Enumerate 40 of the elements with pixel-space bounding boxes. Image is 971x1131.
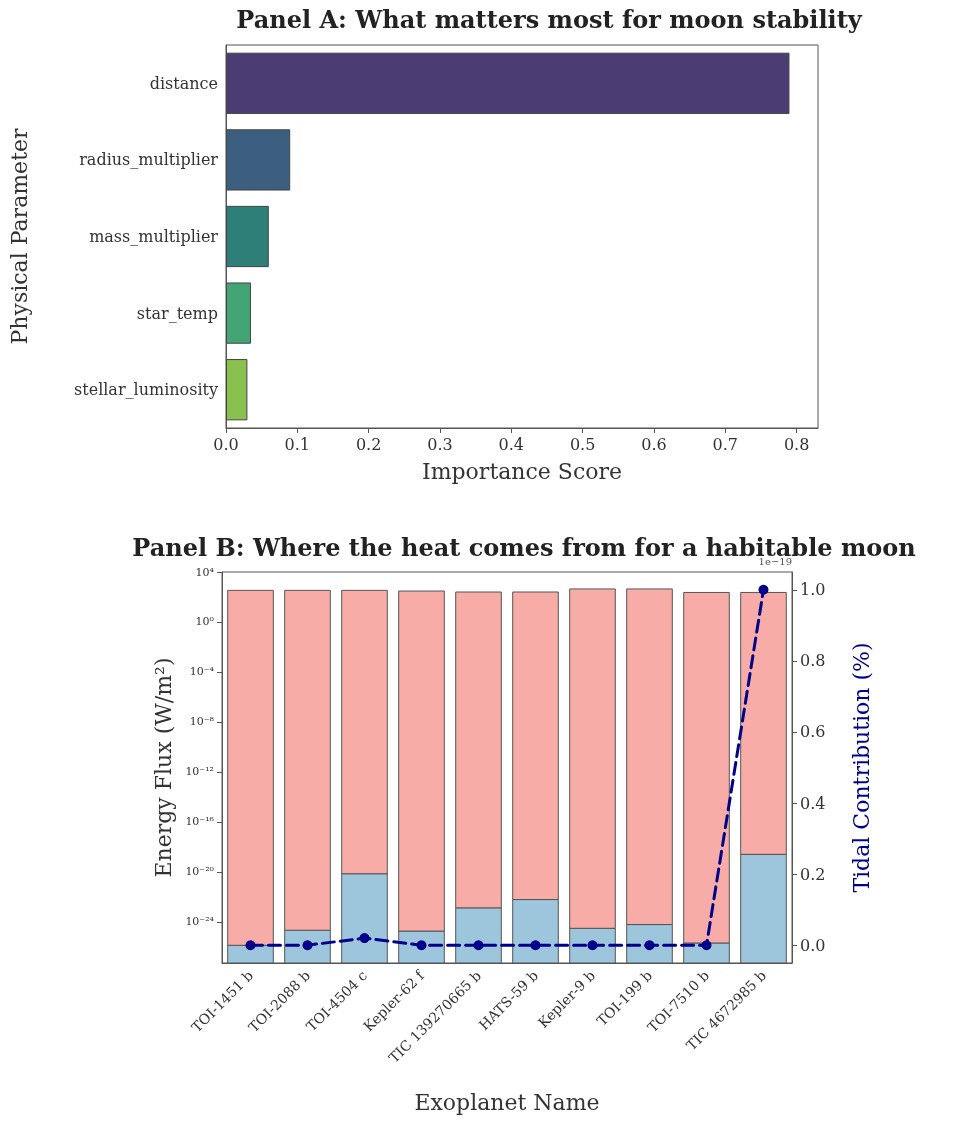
bar [226, 52, 790, 114]
y-tick-label: stellar_luminosity [74, 380, 218, 400]
y-tick-label: 10⁻²⁰ [185, 865, 215, 879]
text: 1e−19 [758, 555, 793, 567]
y-tick-label: mass_multiplier [89, 227, 219, 246]
x-axis-title: Exoplanet Name [414, 1089, 600, 1115]
y-axis-title: Energy Flux (W/m²) [150, 657, 176, 878]
chart-title: Panel A: What matters most for moon stability [236, 4, 863, 34]
y-tick-label: 10⁻⁴ [189, 665, 215, 679]
bar [226, 282, 251, 344]
y-tick-label: 10⁻²⁴ [185, 915, 215, 929]
x-tick-label: 0.6 [641, 434, 667, 454]
y2-axis-title: Tidal Contribution (%) [848, 642, 874, 893]
y2-tick-label: 0.2 [800, 864, 826, 884]
y-tick-label: 10⁰ [195, 615, 215, 629]
bar [226, 359, 248, 421]
y2-tick-label: 0.6 [800, 722, 826, 742]
y-tick-label: 10⁻⁸ [189, 715, 215, 729]
y-tick-label: radius_multiplier [79, 150, 219, 170]
x-axis-title: Importance Score [421, 458, 623, 484]
y2-tick-label: 0.4 [800, 793, 826, 813]
y-tick-label: 10⁻¹⁶ [185, 815, 215, 829]
x-tick-label: 0.0 [213, 434, 239, 454]
x-tick-label: 0.8 [783, 434, 810, 454]
x-tick-label: 0.7 [712, 434, 738, 454]
x-tick-label: 0.3 [427, 434, 453, 454]
bar [226, 205, 269, 268]
y-tick-label: 10⁻¹² [185, 765, 214, 779]
x-tick-label: 0.5 [569, 434, 596, 454]
y-tick-label: 10⁴ [195, 565, 215, 579]
y2-tick-label: 1.0 [800, 580, 826, 600]
bar [226, 129, 291, 191]
x-tick-label: 0.4 [498, 434, 525, 454]
y-tick-label: star_temp [136, 303, 218, 323]
y-axis-title: Physical Parameter [6, 128, 32, 345]
x-tick-label: 0.1 [284, 434, 311, 454]
y2-tick-label: 0.8 [800, 651, 826, 671]
y2-tick-label: 0.0 [800, 935, 826, 955]
y-tick-label: distance [149, 73, 218, 93]
x-tick-label: 0.2 [355, 434, 382, 454]
